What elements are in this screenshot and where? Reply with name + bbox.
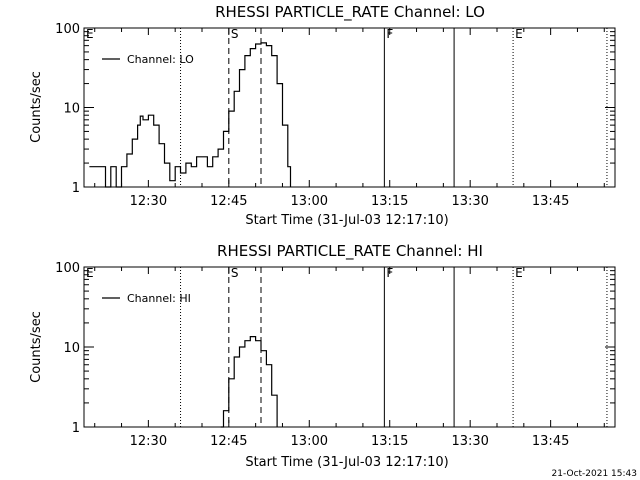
footer-timestamp: 21-Oct-2021 15:43 [552,469,637,479]
x-tick-label-lo: 13:45 [532,194,569,209]
xlabel-hi: Start Time (31-Jul-03 12:17:10) [245,455,448,470]
x-tick-label-hi: 13:15 [371,434,408,449]
marker-label-hi: E [86,266,94,280]
marker-label-lo: S [231,27,239,41]
marker-label-lo: E [515,27,523,41]
panel-lo: RHESSI PARTICLE_RATE Channel: LO Start T… [29,3,616,228]
x-tick-label-hi: 13:00 [291,434,328,449]
panel-hi: RHESSI PARTICLE_RATE Channel: HI Start T… [29,242,616,470]
ylabel-lo: Counts/sec [29,71,44,143]
y-tick-label-lo: 100 [55,22,80,37]
x-tick-label-lo: 13:00 [291,194,328,209]
x-tick-label-lo: 12:30 [130,194,167,209]
y-tick-label-hi: 100 [55,261,80,276]
title-lo: RHESSI PARTICLE_RATE Channel: LO [215,3,485,22]
x-tick-label-lo: 12:45 [210,194,247,209]
series-line-lo [89,42,292,188]
legend-label-lo: Channel: LO [127,53,194,66]
x-tick-label-lo: 13:15 [371,194,408,209]
y-tick-label-lo: 1 [72,181,80,196]
x-tick-label-hi: 12:45 [210,434,247,449]
ylabel-hi: Counts/sec [29,311,44,383]
marker-label-hi: F [386,266,393,280]
title-hi: RHESSI PARTICLE_RATE Channel: HI [217,242,483,261]
legend-label-hi: Channel: HI [127,292,191,305]
xlabel-lo: Start Time (31-Jul-03 12:17:10) [245,213,448,228]
marker-label-lo: F [386,27,393,41]
marker-label-lo: E [86,27,94,41]
y-tick-label-hi: 1 [72,421,80,436]
series-line-hi [220,336,278,428]
x-tick-label-hi: 12:30 [130,434,167,449]
x-tick-label-lo: 13:30 [451,194,488,209]
marker-label-hi: E [515,266,523,280]
marker-label-hi: S [231,266,239,280]
y-tick-label-lo: 10 [63,102,80,117]
x-tick-label-hi: 13:30 [451,434,488,449]
x-tick-label-hi: 13:45 [532,434,569,449]
y-tick-label-hi: 10 [63,341,80,356]
